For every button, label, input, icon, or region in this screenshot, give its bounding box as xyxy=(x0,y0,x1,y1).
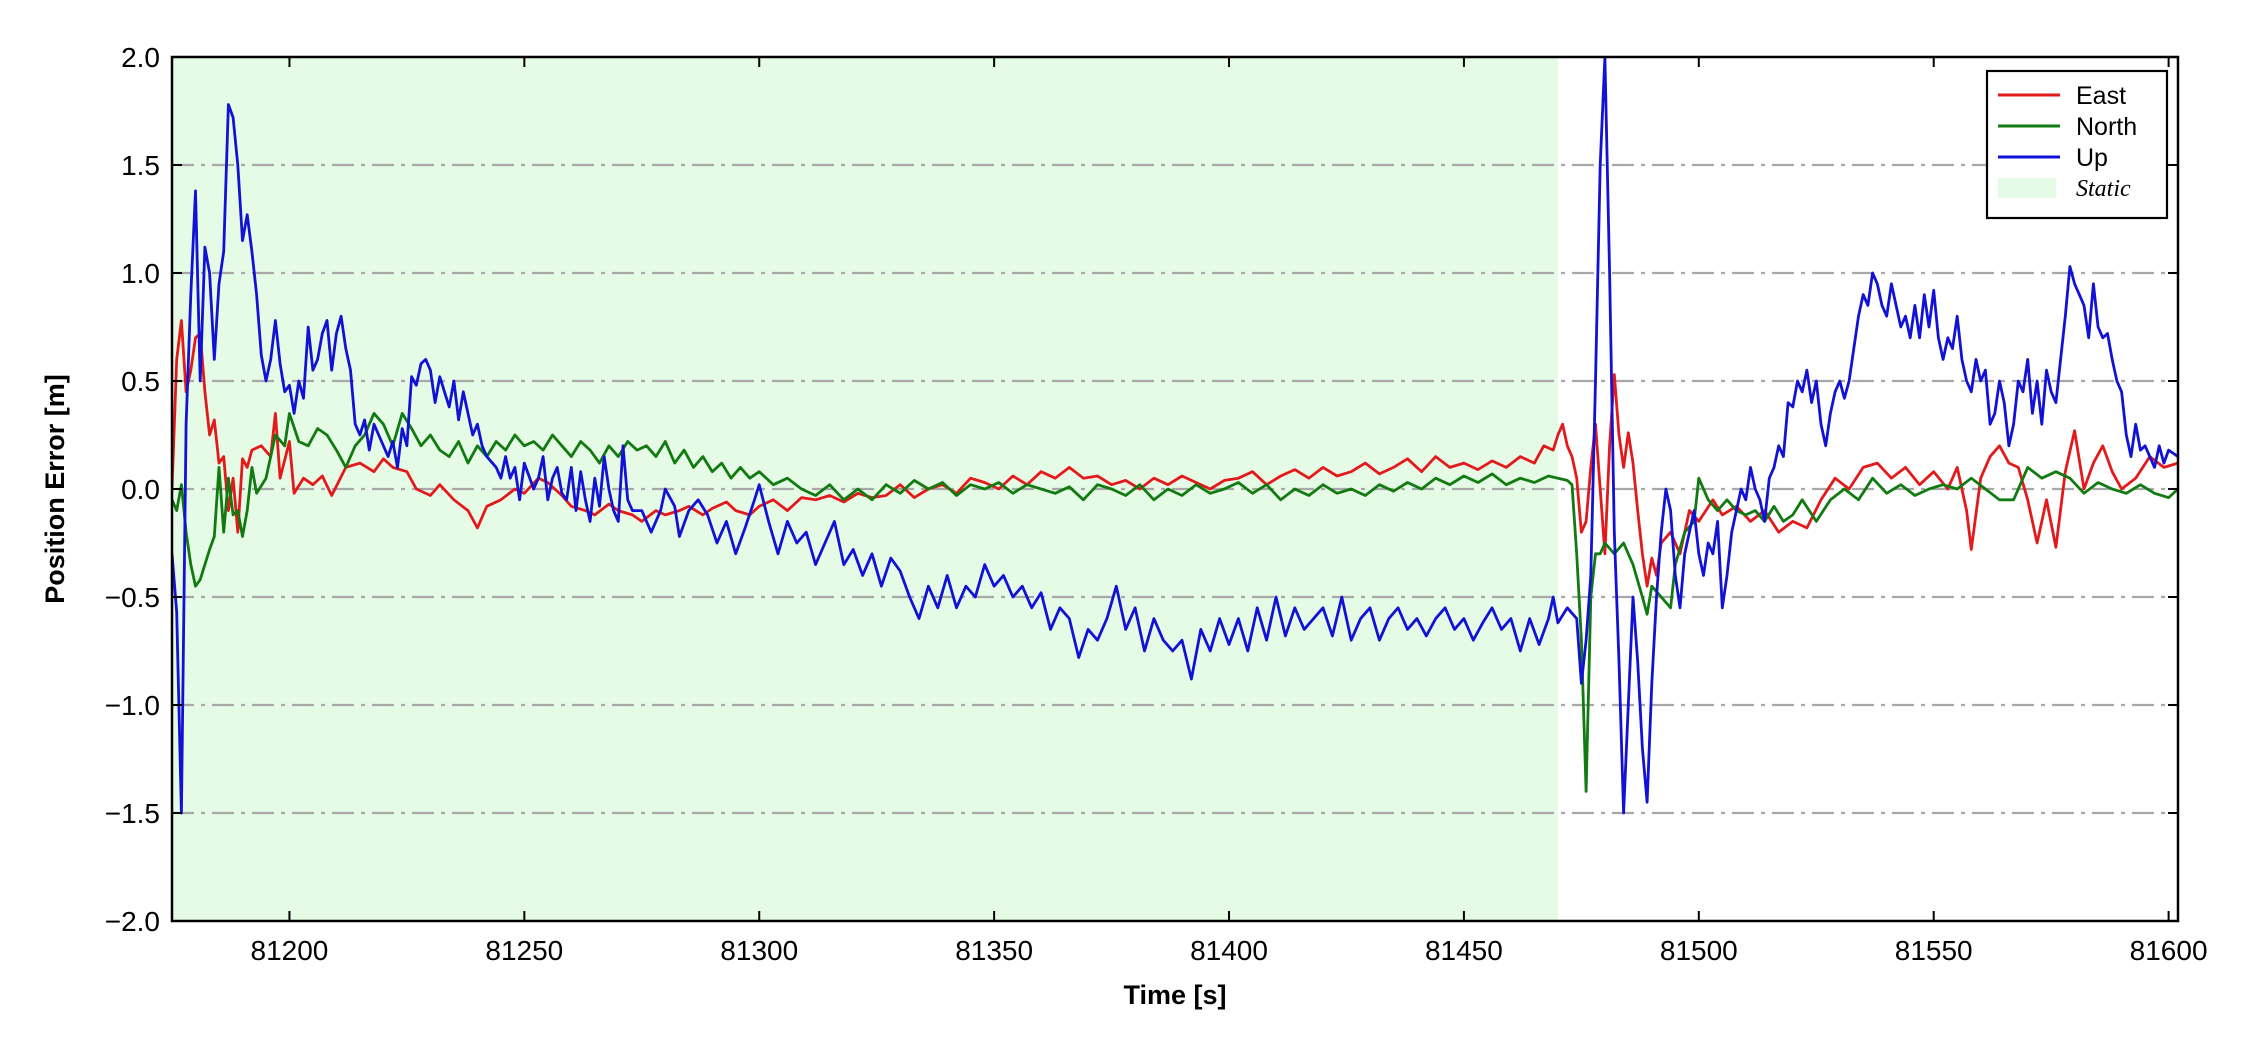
y-tick-label: 0.5 xyxy=(121,366,160,397)
y-tick-label: 1.0 xyxy=(121,258,160,289)
legend-label-north: North xyxy=(2076,113,2137,141)
x-tick-label: 81250 xyxy=(485,935,563,966)
y-axis-ticks: 2.0 1.5 1.0 0.5 0.0 −0.5 −1.0 −1.5 −2.0 xyxy=(105,42,2178,937)
x-tick-label: 81350 xyxy=(955,935,1033,966)
legend-label-static: Static xyxy=(2076,176,2131,202)
x-tick-label: 81200 xyxy=(251,935,329,966)
x-axis-ticks: 81200 81250 81300 81350 81400 81450 81500 81550… xyxy=(251,57,2208,966)
x-tick-label: 81300 xyxy=(720,935,798,966)
y-tick-label: −0.5 xyxy=(105,582,160,613)
grid xyxy=(172,163,2178,815)
legend-label-up: Up xyxy=(2076,144,2108,172)
y-tick-label: −2.0 xyxy=(105,906,160,937)
y-tick-label: 2.0 xyxy=(121,42,160,73)
series-line-north xyxy=(172,411,2178,793)
y-tick-label: 1.5 xyxy=(121,150,160,181)
x-tick-label: 81500 xyxy=(1660,935,1738,966)
x-tick-label: 81450 xyxy=(1425,935,1503,966)
legend-label-east: East xyxy=(2076,82,2126,110)
legend: East North Up Static xyxy=(1985,69,2169,220)
x-tick-label: 81550 xyxy=(1895,935,1973,966)
series-lines xyxy=(172,57,2178,815)
y-tick-label: 0.0 xyxy=(121,474,160,505)
x-axis-label: Time [s] xyxy=(1123,980,1226,1010)
y-tick-label: −1.5 xyxy=(105,798,160,829)
legend-swatch-static xyxy=(1998,178,2056,198)
x-tick-label: 81400 xyxy=(1190,935,1268,966)
y-axis-label: Position Error [m] xyxy=(40,374,70,604)
series-line-east xyxy=(172,319,2178,588)
y-tick-label: −1.0 xyxy=(105,690,160,721)
x-tick-label: 81600 xyxy=(2130,935,2208,966)
series-line-up xyxy=(172,57,2178,815)
